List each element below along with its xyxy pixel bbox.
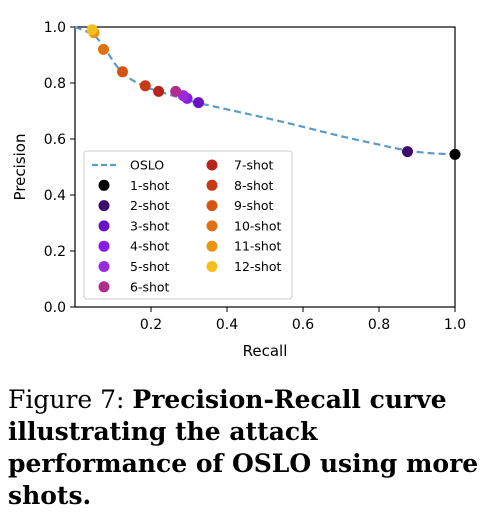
- legend-label-5-shot: 5-shot: [130, 259, 170, 274]
- y-tick-label: 0.4: [44, 188, 66, 204]
- point-2-shot: [402, 146, 413, 158]
- legend-label-2-shot: 2-shot: [130, 198, 170, 213]
- legend-label-8-shot: 8-shot: [234, 178, 274, 193]
- legend-label-3-shot: 3-shot: [130, 218, 170, 233]
- plot-frame: [74, 26, 456, 308]
- precision-recall-chart: 0.2 0.4 0.6 0.8 1.0 0.0 0.2 0.4 0.6 0.8 1.0 Recall P…: [11, 20, 466, 360]
- legend-marker-12-shot: [206, 261, 218, 272]
- legend-label-9-shot: 9-shot: [234, 198, 274, 213]
- legend-marker-1-shot: [98, 179, 110, 191]
- legend-marker-9-shot: [206, 200, 218, 212]
- x-tick-label: 1.0: [444, 317, 466, 333]
- legend-label-11-shot: 11-shot: [234, 239, 281, 254]
- legend: OSLO 1-shot 2-shot 3-shot 4-shot 5-shot 6-shot…: [83, 150, 293, 300]
- point-7-shot: [153, 85, 165, 97]
- x-tick-label: 0.8: [368, 317, 390, 333]
- legend-label-1-shot: 1-shot: [130, 178, 170, 193]
- legend-marker-2-shot: [98, 200, 110, 212]
- point-10-shot: [98, 43, 109, 55]
- legend-marker-11-shot: [206, 240, 218, 252]
- legend-label-12-shot: 12-shot: [234, 259, 281, 274]
- y-tick-label: 0.2: [44, 244, 66, 260]
- caption-prefix: Figure 7:: [8, 385, 133, 414]
- y-tick-label: 0.0: [44, 300, 66, 316]
- point-1-shot: [449, 148, 461, 160]
- oslo-curve: [74, 25, 456, 156]
- legend-label-6-shot: 6-shot: [130, 279, 170, 294]
- y-tick-label: 0.8: [44, 76, 66, 92]
- legend-label-4-shot: 4-shot: [130, 239, 170, 254]
- point-6-shot: [170, 85, 182, 97]
- point-9-shot: [117, 66, 128, 78]
- x-tick-label: 0.6: [292, 317, 314, 333]
- point-8-shot: [139, 80, 151, 92]
- legend-marker-7-shot: [206, 159, 218, 171]
- y-tick-label: 0.6: [44, 132, 66, 148]
- x-tick-label: 0.4: [216, 317, 238, 333]
- legend-marker-6-shot: [98, 281, 110, 293]
- y-tick-label: 1.0: [44, 20, 66, 36]
- legend-marker-5-shot: [98, 261, 110, 272]
- legend-marker-3-shot: [98, 220, 110, 232]
- legend-label-OSLO: OSLO: [130, 158, 164, 173]
- point-12-shot: [86, 24, 98, 36]
- y-axis-label: Precision: [11, 134, 29, 201]
- x-tick-label: 0.2: [140, 317, 162, 333]
- legend-marker-4-shot: [98, 240, 110, 252]
- caption-bold-text: Precision-Recall curve illustrating the …: [8, 385, 479, 510]
- legend-marker-8-shot: [206, 179, 218, 191]
- x-axis-label: Recall: [243, 342, 288, 360]
- point-3-shot: [193, 97, 204, 109]
- legend-label-10-shot: 10-shot: [234, 218, 281, 233]
- legend-marker-10-shot: [206, 220, 218, 232]
- figure-caption: Figure 7: Precision-Recall curve illustr…: [8, 384, 486, 512]
- legend-label-7-shot: 7-shot: [234, 158, 274, 173]
- legend-box: [83, 150, 293, 300]
